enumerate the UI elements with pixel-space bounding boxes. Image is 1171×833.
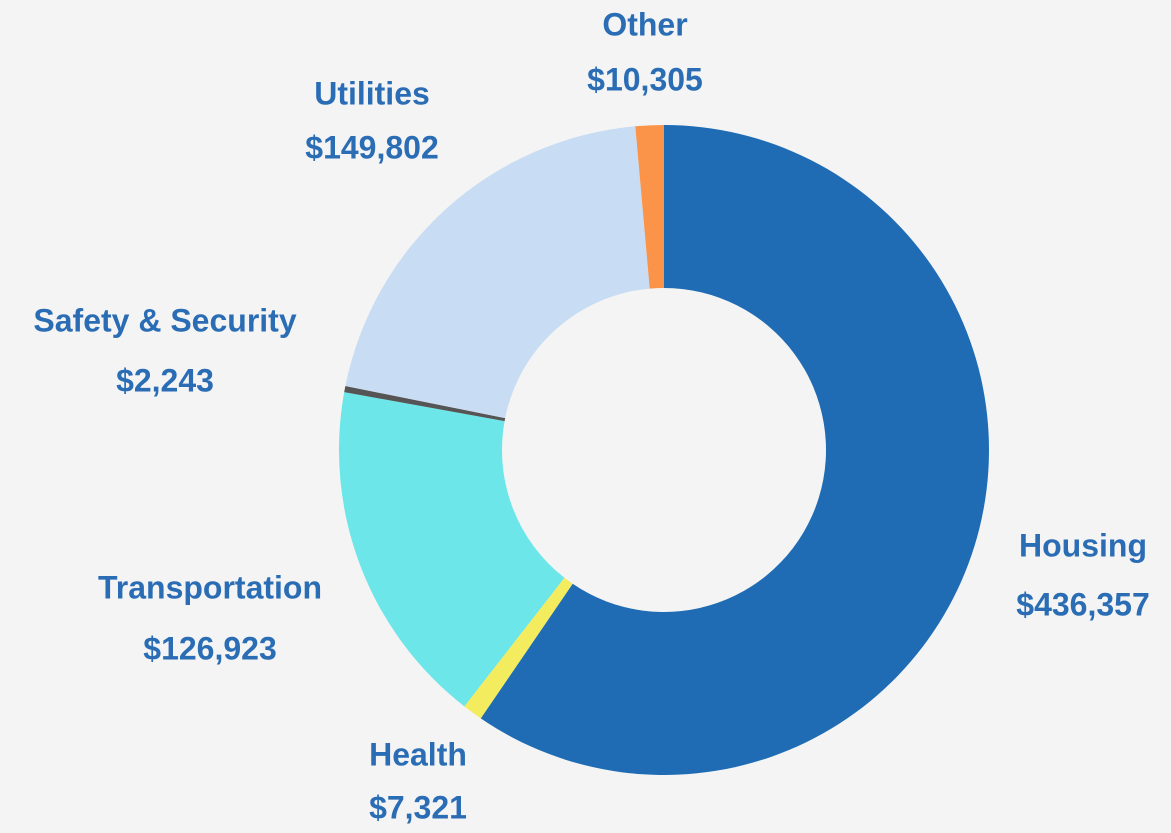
donut-slice (635, 125, 664, 289)
donut-slice (480, 125, 989, 775)
slice-value-label: $7,321 (369, 789, 467, 825)
slice-label: Housing (1019, 527, 1147, 563)
slice-value-label: $2,243 (116, 362, 214, 398)
slice-value-label: $436,357 (1016, 586, 1149, 622)
slice-label: Health (369, 736, 467, 772)
slice-value-label: $10,305 (587, 61, 703, 97)
donut-slice (344, 385, 506, 422)
donut-slice (345, 126, 650, 419)
slice-value-label: $149,802 (305, 129, 438, 165)
slice-label: Transportation (98, 569, 322, 605)
slice-label: Safety & Security (33, 302, 296, 338)
donut-slice (338, 392, 565, 707)
slice-label: Other (602, 6, 687, 42)
donut-slice (464, 577, 573, 719)
slice-value-label: $126,923 (143, 630, 276, 666)
slice-label: Utilities (314, 75, 430, 111)
